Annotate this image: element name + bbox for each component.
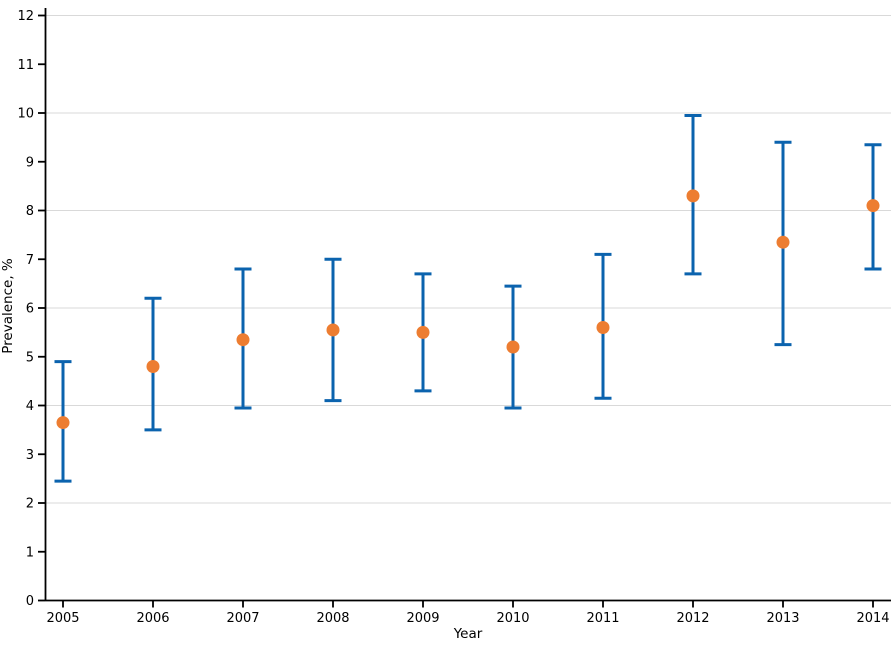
y-tick-label: 4	[26, 399, 34, 414]
y-tick-label: 0	[26, 594, 34, 609]
x-tick-label: 2008	[316, 611, 349, 626]
data-point	[236, 333, 250, 347]
data-points-group	[56, 189, 880, 430]
x-tick-label: 2005	[46, 611, 79, 626]
x-tick-label: 2013	[766, 611, 799, 626]
data-point	[596, 321, 610, 334]
data-point	[56, 416, 70, 430]
x-tick-label: 2009	[406, 611, 439, 626]
y-tick-label: 7	[26, 253, 34, 268]
data-point	[146, 360, 160, 373]
y-tick-label: 11	[17, 58, 34, 73]
y-tick-label: 2	[26, 497, 34, 512]
y-tick-label: 5	[26, 350, 34, 365]
x-tick-label: 2006	[136, 611, 169, 626]
data-point	[506, 340, 520, 354]
data-point	[686, 189, 700, 203]
x-tick-label: 2014	[856, 611, 889, 626]
error-bars-group	[54, 113, 882, 483]
y-tick-label: 12	[17, 9, 34, 24]
y-tick-label: 6	[26, 302, 34, 317]
y-axis-label: Prevalence, %	[0, 258, 16, 354]
y-tick-label: 8	[26, 204, 34, 219]
y-tick-label: 3	[26, 448, 34, 463]
x-tick-label: 2012	[676, 611, 709, 626]
gridlines-group	[45, 15, 891, 504]
x-axis-label: Year	[453, 626, 483, 642]
data-point	[326, 323, 340, 337]
y-tick-label: 10	[17, 107, 34, 122]
axes-group	[44, 8, 891, 602]
y-tick-label: 9	[26, 155, 34, 170]
data-point	[866, 199, 880, 213]
x-tick-label: 2011	[586, 611, 619, 626]
data-point	[776, 235, 790, 249]
x-tick-label: 2007	[226, 611, 259, 626]
x-tick-label: 2010	[496, 611, 529, 626]
data-point	[416, 325, 430, 339]
y-tick-label: 1	[26, 545, 34, 560]
